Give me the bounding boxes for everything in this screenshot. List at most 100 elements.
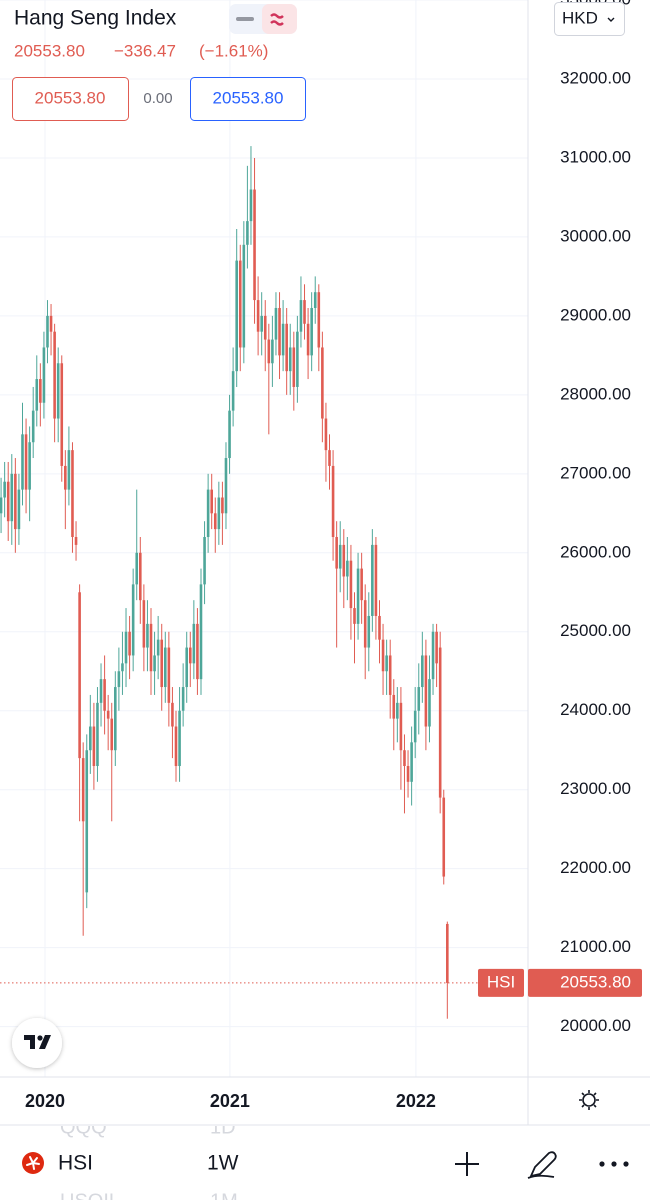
price-change: −336.47 (114, 41, 176, 60)
candle-body (392, 694, 396, 719)
buy-button[interactable] (190, 77, 306, 121)
candle-body (6, 481, 10, 522)
candle-body (17, 489, 21, 530)
candle-body (431, 631, 435, 680)
candle-body (213, 513, 217, 530)
candle-body (410, 742, 413, 782)
candle-body (42, 347, 46, 403)
candle-body (188, 647, 192, 664)
candle-body (271, 339, 274, 364)
candle-body (374, 544, 378, 616)
add-button[interactable] (455, 1152, 479, 1176)
candle-body (121, 663, 124, 672)
approx-icon (270, 13, 284, 26)
y-tick-label: 24000.00 (560, 700, 631, 719)
candle-body (356, 568, 360, 624)
candle-body (338, 544, 342, 569)
y-tick-label: 25000.00 (560, 621, 631, 640)
candle-body (385, 655, 388, 672)
candle-body (381, 639, 385, 672)
flag-flower (26, 1156, 40, 1170)
y-tick-label: 31000.00 (560, 147, 631, 166)
candle-body (56, 363, 60, 419)
candle-body (181, 687, 185, 711)
candle-body (142, 600, 146, 648)
candle-body (274, 307, 278, 340)
candle-body (313, 292, 317, 308)
candle-body (288, 347, 292, 372)
candle-body (171, 702, 174, 727)
ghost-list: QQQ 1D USOIL 1M (60, 1116, 238, 1200)
candle-body (263, 315, 267, 340)
candle-body (346, 560, 349, 577)
currency-button[interactable] (554, 2, 625, 36)
symbol-title: Hang Seng Index (14, 7, 177, 30)
candle-body (446, 923, 449, 983)
candle-body (178, 710, 181, 767)
candle-body (49, 315, 53, 332)
candle-body (238, 260, 242, 348)
candle-body (10, 473, 14, 522)
candle-body (174, 726, 178, 767)
candle-body (378, 615, 381, 640)
candle-body (242, 244, 246, 348)
candle-body (128, 631, 131, 656)
toolbar-interval[interactable]: 1W (207, 1152, 239, 1175)
x-tick-label: 2020 (25, 1091, 65, 1111)
candle-body (124, 631, 128, 664)
candle-body (342, 544, 346, 577)
y-tick-label: 23000.00 (560, 779, 631, 798)
logo-dot (37, 1035, 43, 1041)
candle-body (417, 687, 421, 711)
settings-button[interactable] (579, 1090, 599, 1110)
y-tick-label: 29000.00 (560, 305, 631, 324)
logo-badge (12, 1018, 62, 1068)
candle-body (35, 379, 39, 411)
candle-body (160, 639, 164, 688)
header: Hang Seng Index 20553.80 −336.47 (−1.61%… (12, 2, 625, 121)
candle-body (303, 300, 306, 324)
candle-body (117, 671, 121, 688)
y-tick-label: 22000.00 (560, 858, 631, 877)
candle-body (310, 307, 313, 356)
candle-body (399, 702, 403, 751)
candle-body (246, 221, 249, 245)
candle-body (106, 710, 110, 719)
candle-body (396, 702, 399, 719)
candle-body (224, 458, 228, 514)
sell-button[interactable] (12, 77, 129, 121)
candle-body (349, 560, 353, 609)
logo (12, 1018, 62, 1068)
draw-button[interactable] (527, 1151, 557, 1179)
candle-body (85, 750, 89, 893)
candle-body (413, 710, 417, 743)
candle-body (210, 489, 213, 514)
candle-body (92, 726, 96, 767)
candle-body (203, 537, 206, 585)
candle-body (217, 497, 221, 530)
candle-body (163, 647, 167, 688)
candle-body (424, 655, 428, 727)
candle-body (71, 450, 74, 537)
y-tick-label: 21000.00 (560, 937, 631, 956)
candle-body (131, 584, 135, 656)
ghost-interval: 1M (210, 1190, 238, 1200)
more-button[interactable] (599, 1161, 629, 1167)
candle-body (292, 347, 296, 387)
candle-body (363, 600, 367, 648)
price-tag-label: 20553.80 (560, 972, 631, 991)
dot (623, 1161, 629, 1167)
candle-body (317, 292, 321, 348)
currency: HKD (562, 8, 598, 27)
compare-button[interactable] (262, 4, 297, 34)
candle-body (64, 465, 67, 490)
candle-body (31, 410, 35, 443)
toolbar-symbol[interactable]: HSI (58, 1152, 93, 1175)
ghost-symbol: QQQ (60, 1116, 107, 1138)
candle-body (0, 497, 3, 514)
candle-body (328, 450, 331, 466)
candle-body (403, 750, 406, 767)
candle-body (285, 323, 288, 372)
